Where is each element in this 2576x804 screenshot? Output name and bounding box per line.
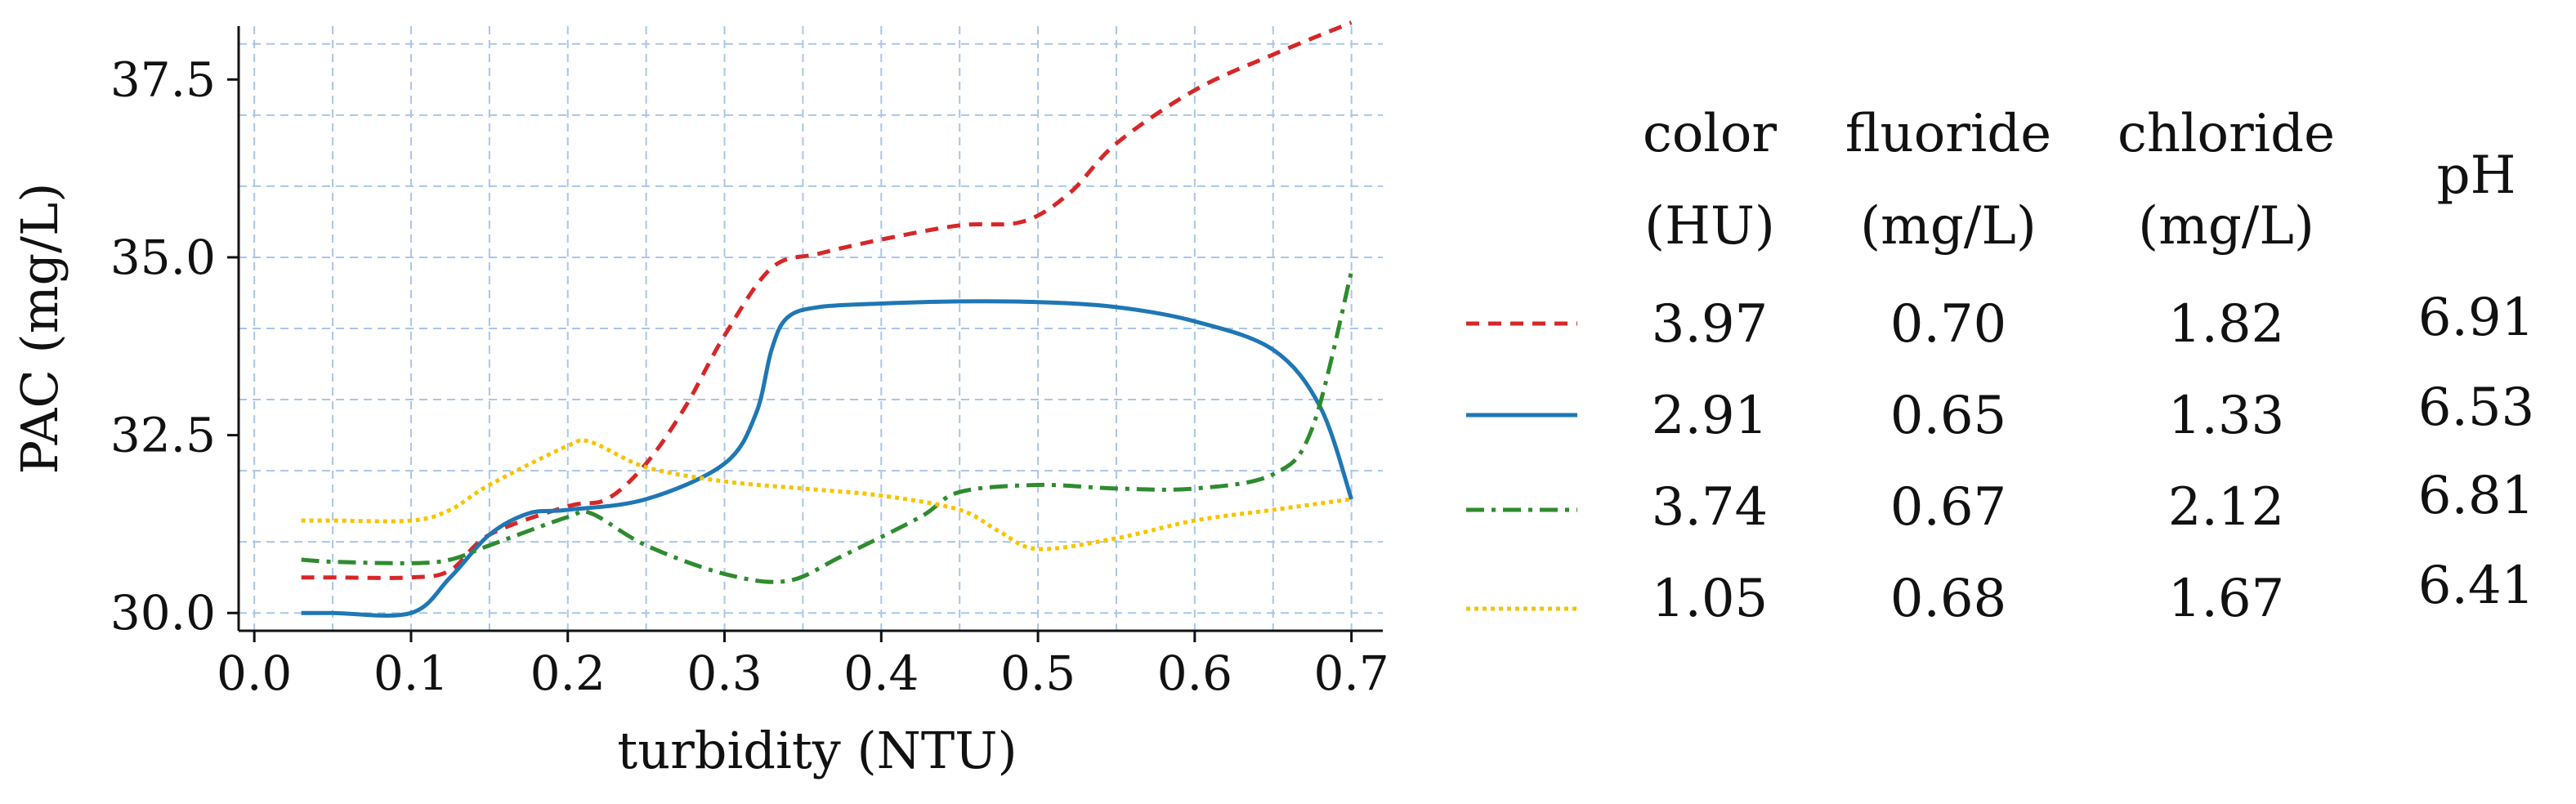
legend-value: 6.53 (2418, 377, 2535, 438)
legend-value: 0.68 (1890, 569, 2007, 629)
x-tick-label: 0.0 (217, 645, 292, 701)
x-tick-label: 0.5 (1000, 645, 1076, 701)
legend-value: 2.12 (2168, 477, 2285, 538)
legend-header-unit: (HU) (1644, 196, 1775, 257)
series-line-2 (301, 299, 1353, 618)
legend-value: 6.81 (2418, 466, 2535, 526)
legend-value: 1.05 (1652, 569, 1769, 629)
legend-value: 6.91 (2418, 288, 2535, 348)
axes (237, 26, 1383, 632)
x-tick-label: 0.1 (373, 645, 449, 701)
legend-header-unit: (mg/L) (1860, 196, 2037, 257)
y-axis-label: PAC (mg/L) (10, 183, 69, 475)
x-tick-label: 0.2 (530, 645, 606, 701)
legend-value: 2.91 (1652, 386, 1769, 446)
legend-value: 0.70 (1890, 294, 2007, 355)
legend-value: 1.67 (2168, 569, 2285, 629)
y-tick-label: 35.0 (110, 230, 216, 285)
legend-header: fluoride (1845, 104, 2051, 164)
legend-table: color (HU) fluoride (mg/L) chloride (mg/L) pH 3… (1466, 104, 2534, 629)
legend-header: pH (2437, 145, 2516, 206)
x-tick-label: 0.7 (1314, 645, 1389, 701)
x-tick-label: 0.4 (843, 645, 919, 701)
legend-value: 0.67 (1890, 477, 2007, 538)
plot-area: 0.0 0.1 0.2 0.3 0.4 0.5 0.6 0.7 30.0 32.5 35.0 37.5 (110, 20, 1389, 701)
legend-value: 3.97 (1652, 294, 1769, 355)
series-line-1 (301, 20, 1353, 580)
grid (239, 26, 1383, 631)
series-layer (301, 20, 1354, 618)
series-line-4 (301, 437, 1352, 552)
legend-value: 0.65 (1890, 386, 2007, 446)
legend-header: color (1643, 104, 1777, 164)
legend-header: chloride (2118, 104, 2335, 164)
legend-header-unit: (mg/L) (2138, 196, 2314, 257)
series-line-3 (301, 270, 1354, 584)
legend-value: 1.82 (2168, 294, 2285, 355)
y-tick-label: 32.5 (110, 408, 216, 463)
x-axis-label: turbidity (NTU) (617, 721, 1017, 780)
y-tick-label: 37.5 (110, 51, 216, 107)
legend-value: 6.41 (2418, 556, 2535, 616)
legend-value: 3.74 (1652, 477, 1769, 538)
x-tick-label: 0.6 (1157, 645, 1232, 701)
legend-value: 1.33 (2168, 386, 2285, 446)
ticks: 0.0 0.1 0.2 0.3 0.4 0.5 0.6 0.7 30.0 32.5 35.0 37.5 (110, 51, 1389, 701)
y-tick-label: 30.0 (110, 585, 216, 641)
x-tick-label: 0.3 (686, 645, 762, 701)
